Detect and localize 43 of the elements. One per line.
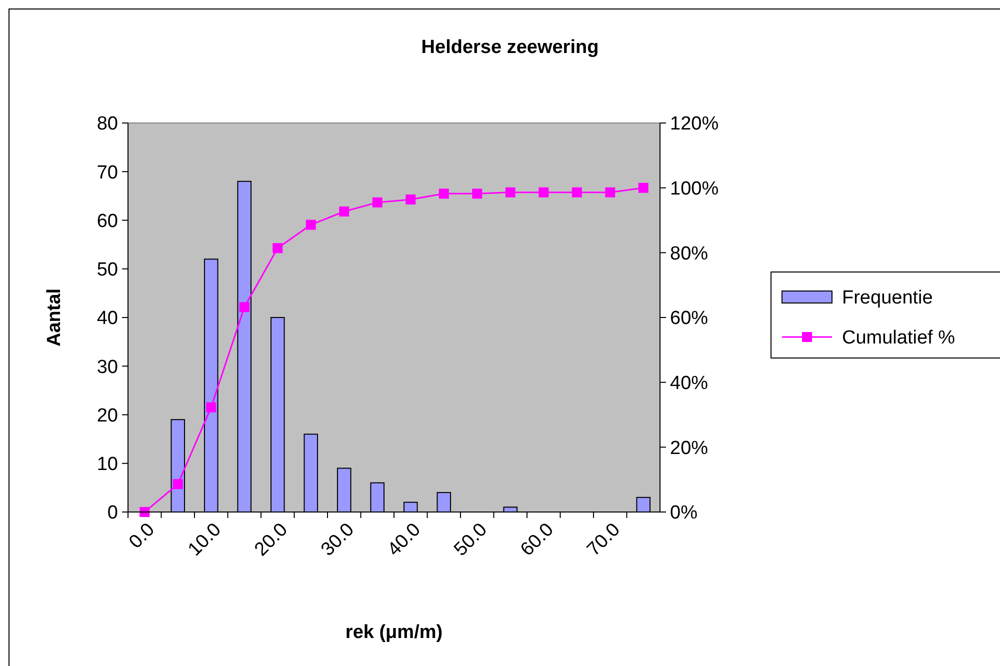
y-tick-label: 60 bbox=[96, 210, 118, 232]
x-axis-title: rek (μm/m) bbox=[345, 622, 443, 643]
point bbox=[272, 243, 283, 254]
point bbox=[605, 187, 616, 198]
y2-tick-label: 120% bbox=[670, 114, 719, 135]
point bbox=[572, 187, 582, 198]
point bbox=[505, 187, 516, 198]
y-tick-label: 0 bbox=[107, 502, 118, 524]
y-tick-label: 50 bbox=[96, 260, 118, 281]
y2-tick-label: 100% bbox=[670, 178, 719, 200]
point bbox=[406, 194, 416, 205]
legend-label: Cumulatief % bbox=[842, 328, 956, 349]
x-tick-label: 40.0 bbox=[384, 519, 425, 560]
y-tick-label: 10 bbox=[96, 454, 118, 476]
point bbox=[438, 188, 449, 199]
point bbox=[472, 188, 482, 199]
x-tick-label: 30.0 bbox=[317, 519, 358, 560]
y2-tick-label: 80% bbox=[670, 243, 708, 264]
x-tick-label: 0.0 bbox=[125, 519, 159, 553]
point bbox=[239, 302, 250, 312]
y-tick-label: 40 bbox=[96, 308, 118, 330]
y2-tick-label: 20% bbox=[670, 438, 708, 459]
y-tick-label: 30 bbox=[96, 356, 118, 378]
point bbox=[538, 187, 549, 198]
y2-tick-label: 0% bbox=[670, 502, 698, 524]
y2-tick-label: 40% bbox=[670, 372, 708, 394]
point bbox=[306, 220, 316, 230]
point bbox=[372, 197, 382, 208]
x-tick-label: 50.0 bbox=[450, 519, 492, 560]
legend-label: Frequentie bbox=[842, 288, 933, 309]
x-tick-label: 60.0 bbox=[516, 519, 558, 560]
point bbox=[638, 182, 648, 193]
x-tick-label: 70.0 bbox=[583, 519, 624, 560]
y-tick-label: 70 bbox=[96, 162, 118, 184]
y-tick-label: 20 bbox=[96, 405, 118, 426]
point bbox=[206, 402, 216, 412]
point bbox=[172, 479, 183, 490]
chart-title: Helderse zeewering bbox=[421, 37, 599, 58]
point bbox=[140, 507, 150, 517]
y-tick-label: 80 bbox=[96, 114, 118, 135]
point bbox=[339, 206, 350, 216]
y2-tick-label: 60% bbox=[670, 308, 708, 330]
y-axis-title: Aantal bbox=[44, 288, 65, 347]
